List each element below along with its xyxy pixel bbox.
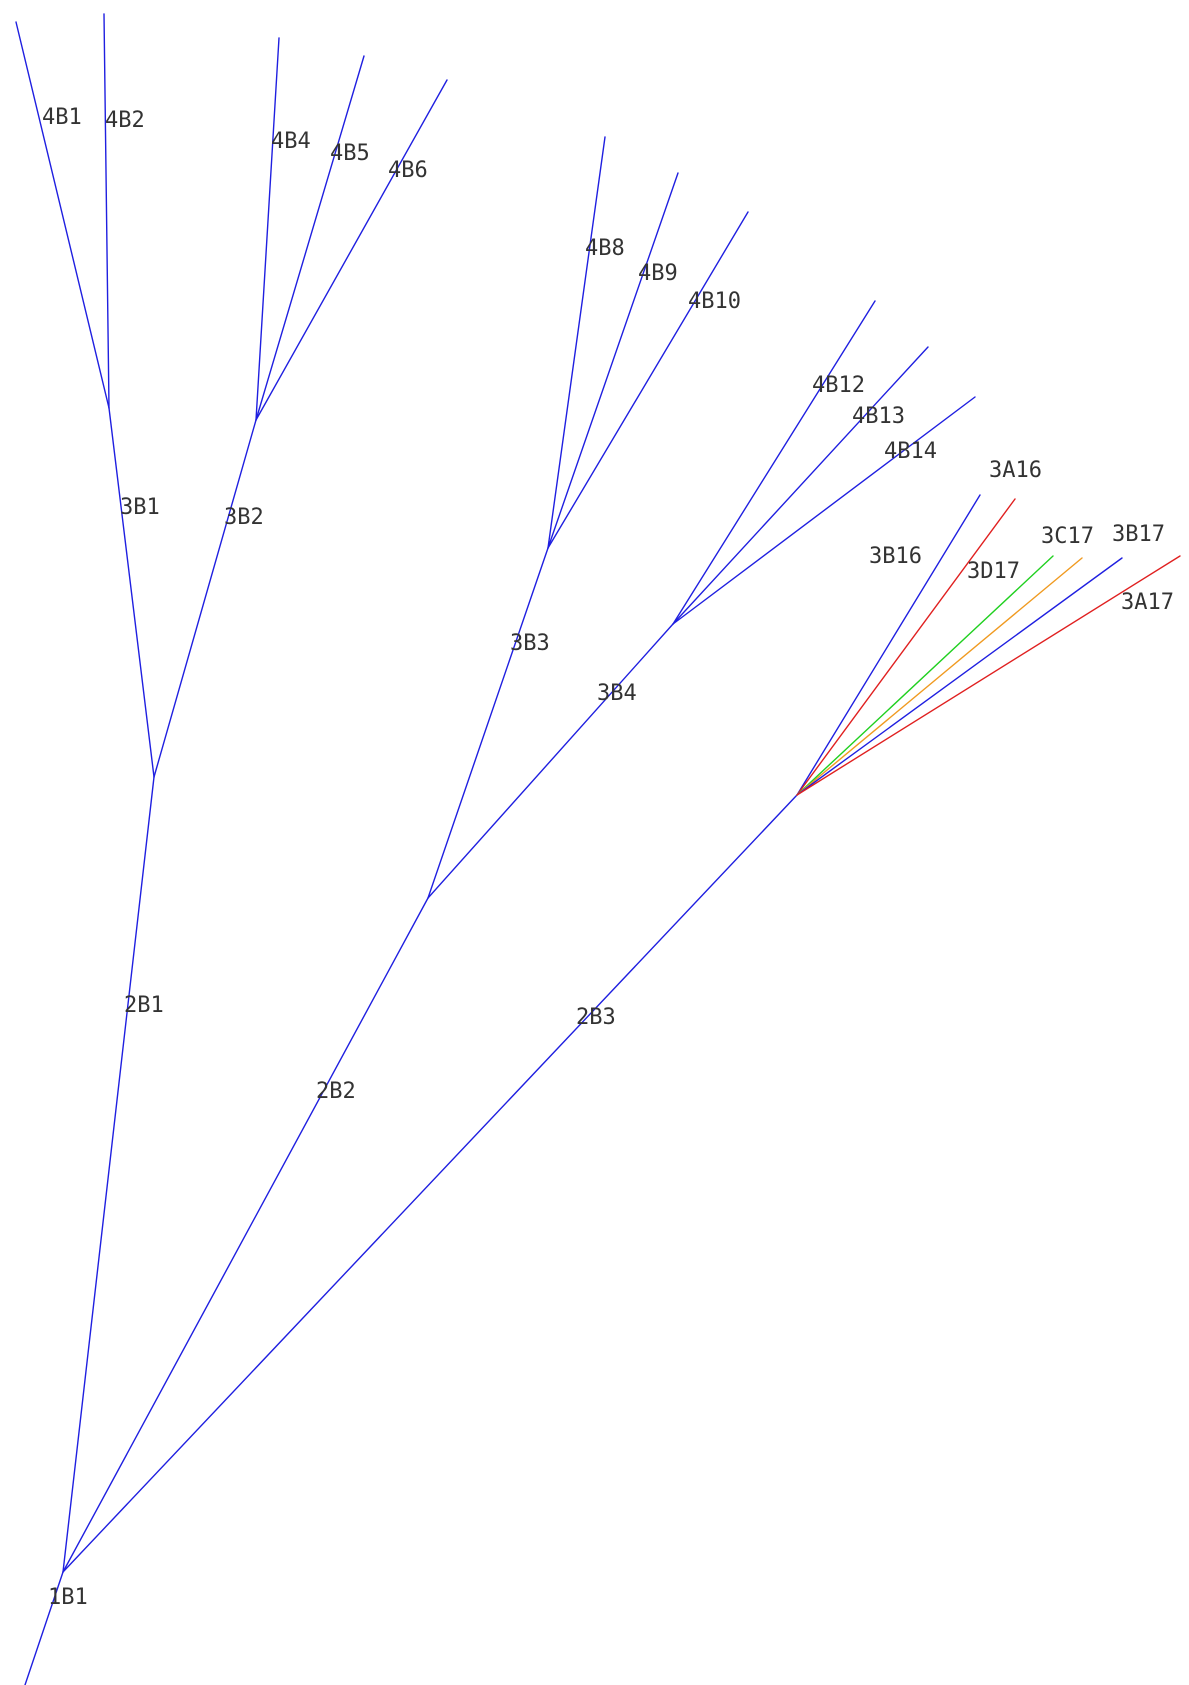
branch-line-3d17 [796, 555, 1054, 796]
branch-line-4b8 [547, 136, 606, 549]
branch-label-3b16: 3B16 [869, 544, 922, 569]
branch-line-3b3 [427, 547, 549, 899]
branch-label-3b3: 3B3 [510, 631, 550, 656]
branch-line-3a16 [796, 498, 1016, 796]
branch-label-3b17: 3B17 [1112, 522, 1165, 547]
branch-line-3b4 [427, 623, 674, 899]
branch-line-4b10 [547, 211, 749, 549]
branch-label-3b1: 3B1 [120, 495, 160, 520]
branch-label-4b1: 4B1 [42, 105, 82, 130]
branch-line-4b2 [103, 13, 110, 409]
branch-label-4b9: 4B9 [638, 261, 678, 286]
branch-line-4b4 [255, 37, 280, 421]
branch-line-2b1 [62, 776, 155, 1573]
branch-label-4b10: 4B10 [688, 289, 741, 314]
branch-label-3d17: 3D17 [967, 559, 1020, 584]
branch-line-4b6 [255, 79, 448, 421]
branch-label-2b2: 2B2 [316, 1079, 356, 1104]
branch-line-4b5 [255, 55, 365, 421]
branch-line-3b1 [108, 407, 155, 778]
branch-line-3b2 [153, 419, 257, 778]
branch-label-4b12: 4B12 [812, 373, 865, 398]
branch-label-4b6: 4B6 [388, 158, 428, 183]
branch-label-4b14: 4B14 [884, 439, 937, 464]
branch-line-4b14 [672, 396, 976, 625]
branch-label-4b2: 4B2 [105, 108, 145, 133]
branch-label-3a17: 3A17 [1121, 590, 1174, 615]
branch-line-2b3 [62, 794, 798, 1573]
branch-labels: 1B1 2B1 2B2 2B3 3B1 3B2 3B3 3B4 4B1 4B2 4B4 4B5 4B6 4… [42, 105, 1174, 1610]
branch-line-4b1 [15, 21, 110, 409]
branch-line-4b9 [547, 172, 679, 549]
branch-label-1b1: 1B1 [48, 1585, 88, 1610]
branch-line-2b2 [62, 897, 429, 1573]
branch-label-3c17: 3C17 [1041, 524, 1094, 549]
branch-line-4b13 [672, 346, 929, 625]
branch-line-3b16 [796, 494, 981, 796]
branch-label-4b5: 4B5 [330, 141, 370, 166]
branch-label-2b1: 2B1 [124, 993, 164, 1018]
branch-label-2b3: 2B3 [576, 1005, 616, 1030]
branch-line-3a17 [796, 555, 1181, 796]
branch-label-3b2: 3B2 [224, 505, 264, 530]
branch-label-4b4: 4B4 [271, 129, 311, 154]
branch-lines [15, 13, 1181, 1685]
branch-line-1b1 [24, 1571, 64, 1685]
branch-label-3a16: 3A16 [989, 458, 1042, 483]
branch-label-4b8: 4B8 [585, 236, 625, 261]
branch-line-3b17 [796, 557, 1123, 796]
branch-label-4b13: 4B13 [852, 404, 905, 429]
branch-label-3b4: 3B4 [597, 681, 637, 706]
branch-line-4b12 [672, 300, 876, 625]
branch-line-3c17 [796, 557, 1083, 796]
